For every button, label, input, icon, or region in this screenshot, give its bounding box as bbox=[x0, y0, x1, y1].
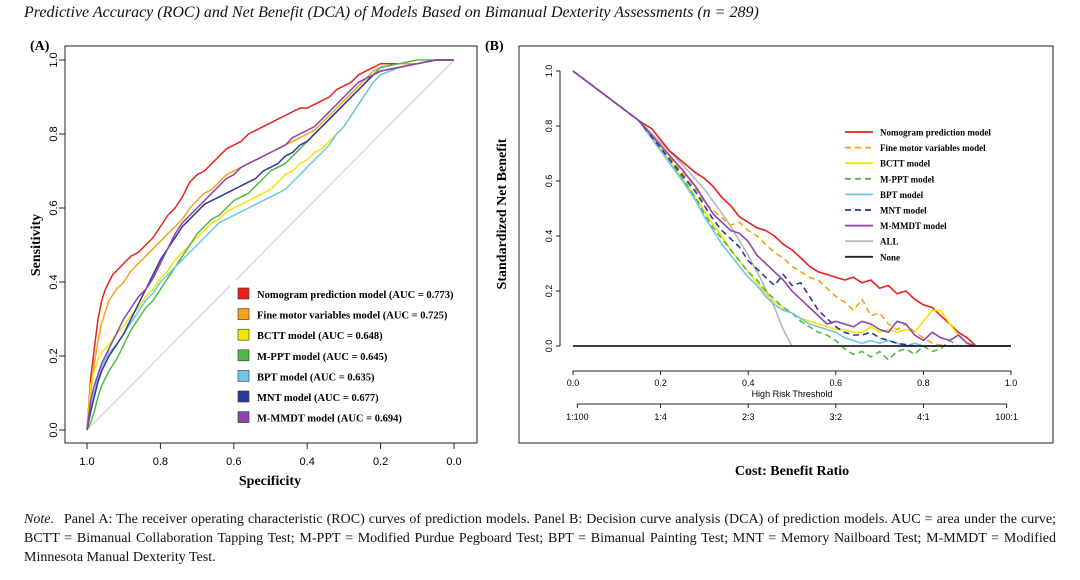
panel-a-series-line-4 bbox=[86, 59, 454, 431]
panel-b-legend-label: Fine motor variables model bbox=[880, 143, 986, 153]
figure-note: Note. Panel A: The receiver operating cha… bbox=[24, 510, 1056, 567]
panel-a-legend-label: MNT model (AUC = 0.677) bbox=[257, 393, 379, 404]
panel-a-legend-label: BCTT model (AUC = 0.648) bbox=[257, 331, 383, 342]
panel-a-legend-swatch bbox=[237, 411, 250, 423]
panel-a-series-line-1 bbox=[86, 59, 454, 431]
panel-a-series-line-5 bbox=[86, 59, 454, 431]
panel-a-legend-label: Nomogram prediction model (AUC = 0.773) bbox=[257, 290, 454, 301]
panel-b-ytick-label: 0.6 bbox=[544, 175, 554, 188]
panel-b-xtick-label: 0.6 bbox=[830, 378, 843, 388]
panel-b-x2label: Cost: Benefit Ratio bbox=[735, 464, 849, 479]
panel-b-xtick-label: 0.0 bbox=[567, 378, 580, 388]
panel-b-ytick-label: 0.4 bbox=[544, 230, 554, 243]
panel-a-legend-swatch bbox=[237, 390, 250, 403]
panel-b-xlabel: High Risk Threshold bbox=[752, 389, 833, 399]
panel-b-ytick-label: 0.2 bbox=[544, 285, 554, 298]
panel-a-series-line-0 bbox=[86, 59, 454, 431]
panel-b-ytick-label: 0.8 bbox=[544, 120, 554, 133]
panel-a-legend-swatch bbox=[237, 349, 250, 362]
panel-a-reference-line bbox=[86, 59, 455, 431]
figure-panels: (A) 1.0 0.8 0.6 0.4 0.2 0.0 0.0 0.2 0.4 0.6 0.8 1.0… bbox=[29, 39, 1054, 489]
panel-a-xtick-label: 1.0 bbox=[79, 456, 94, 468]
panel-b-ytick-label: 1.0 bbox=[544, 65, 554, 78]
panel-a-label: (A) bbox=[30, 39, 50, 54]
panel-b-legend-label: Nomogram prediction model bbox=[880, 128, 991, 138]
panel-b-series-line-4 bbox=[572, 70, 1011, 347]
panel-b-series-line-7 bbox=[572, 70, 793, 347]
panel-b-xtick-label: 0.4 bbox=[742, 378, 755, 388]
panel-a-xtick-label: 0.8 bbox=[153, 456, 168, 468]
panel-a-xtick-label: 0.2 bbox=[373, 456, 388, 468]
panel-a-series-line-6 bbox=[86, 59, 454, 431]
panel-a-legend-swatch bbox=[237, 370, 250, 382]
panel-a-ytick-label: 0.4 bbox=[48, 274, 60, 289]
panel-a-xlabel: Specificity bbox=[239, 474, 301, 489]
panel-a-xtick-label: 0.4 bbox=[300, 456, 315, 468]
panel-b-legend-label: BCTT model bbox=[880, 159, 931, 169]
panel-b-x2tick-label: 3:2 bbox=[830, 412, 843, 422]
panel-b-series-line-3 bbox=[572, 70, 1011, 361]
panel-b-xtick-label: 0.2 bbox=[654, 378, 667, 388]
panel-b-series-line-1 bbox=[572, 70, 1011, 347]
panel-b-series-line-5 bbox=[572, 70, 1011, 347]
panel-a-ytick-label: 1.0 bbox=[48, 52, 60, 67]
panel-b-legend-label: ALL bbox=[880, 237, 899, 247]
panel-b: (B) 0.0 0.2 0.4 0.6 0.8 1.0 1:100 1:4 2:3 3:2 4:1 1… bbox=[485, 39, 1054, 479]
panel-b-x2tick-label: 4:1 bbox=[917, 412, 930, 422]
panel-a-legend-bg bbox=[230, 280, 470, 432]
panel-a-legend-label: BPT model (AUC = 0.635) bbox=[257, 372, 375, 383]
panel-a-xtick-label: 0.0 bbox=[446, 456, 461, 468]
panel-b-series-line-2 bbox=[572, 70, 1011, 347]
panel-b-legend-label: MNT model bbox=[880, 206, 927, 216]
panel-a-ytick-label: 0.0 bbox=[48, 422, 60, 437]
note-label: Note. bbox=[24, 512, 54, 527]
panel-b-legend-label: BPT model bbox=[880, 190, 924, 200]
panel-a: (A) 1.0 0.8 0.6 0.4 0.2 0.0 0.0 0.2 0.4 0.6 0.8 1.0… bbox=[29, 39, 478, 489]
panel-a-xtick-label: 0.6 bbox=[226, 456, 241, 468]
panel-a-ytick-label: 0.6 bbox=[48, 200, 60, 215]
panel-a-legend-swatch bbox=[237, 287, 250, 300]
panel-b-legend-label: M-PPT model bbox=[880, 174, 935, 184]
panel-a-frame bbox=[64, 45, 478, 444]
panel-a-legend-label: Fine motor variables model (AUC = 0.725) bbox=[257, 311, 448, 322]
panel-a-legend-label: M-MMDT model (AUC = 0.694) bbox=[257, 414, 402, 425]
panel-b-series-line-0 bbox=[572, 70, 1011, 347]
figure-title: Predictive Accuracy (ROC) and Net Benefi… bbox=[24, 4, 759, 21]
panel-a-ylabel: Sensitivity bbox=[29, 214, 44, 276]
panel-b-ylabel: Standardized Net Benefit bbox=[495, 138, 510, 289]
panel-a-ytick-label: 0.8 bbox=[48, 126, 60, 141]
panel-b-xtick-label: 1.0 bbox=[1005, 378, 1018, 388]
panel-b-legend-label: M-MMDT model bbox=[880, 221, 947, 231]
panel-a-legend-label: M-PPT model (AUC = 0.645) bbox=[257, 352, 388, 363]
panel-a-ytick-label: 0.2 bbox=[48, 348, 60, 363]
note-text: Panel A: The receiver operating characte… bbox=[24, 512, 1056, 565]
panel-b-x2tick-label: 2:3 bbox=[742, 412, 755, 422]
panel-b-x2tick-label: 1:4 bbox=[654, 412, 667, 422]
panel-a-legend-swatch bbox=[237, 328, 250, 341]
panel-b-x2tick-label: 100:1 bbox=[995, 412, 1018, 422]
panel-b-label: (B) bbox=[485, 39, 504, 54]
panel-b-series-line-6 bbox=[572, 70, 1011, 347]
panel-b-frame bbox=[518, 45, 1054, 444]
panel-b-x2tick-label: 1:100 bbox=[566, 412, 589, 422]
panel-a-legend-swatch bbox=[237, 308, 250, 320]
panel-b-ytick-label: 0.0 bbox=[544, 340, 554, 353]
panel-b-legend-label: None bbox=[880, 252, 900, 262]
panel-b-xtick-label: 0.8 bbox=[917, 378, 930, 388]
